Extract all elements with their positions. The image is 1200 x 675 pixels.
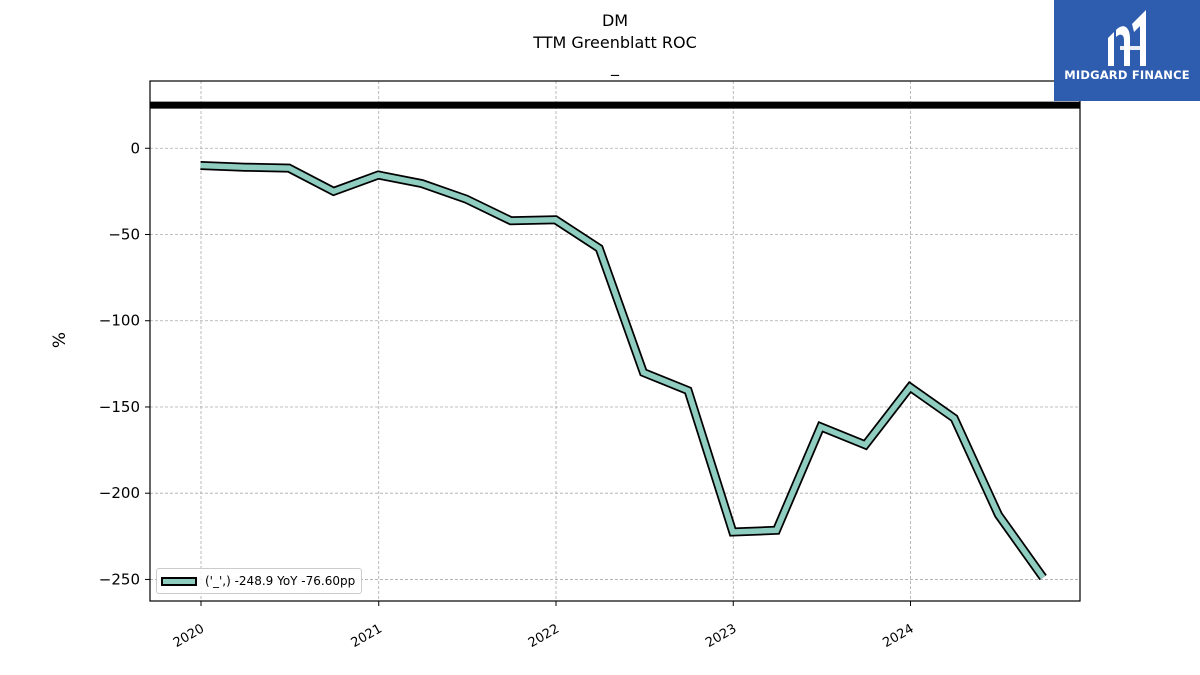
- y-tick-label: −150: [99, 398, 140, 416]
- x-tick-label: 2023: [703, 621, 739, 651]
- plot-frame: [149, 80, 1081, 602]
- y-axis-label: %: [50, 331, 71, 349]
- logo-text: MIDGARD FINANCE: [1064, 68, 1190, 82]
- series-line: [200, 162, 1046, 580]
- series-line-outline: [200, 161, 1047, 581]
- chart-title: DM: [601, 11, 629, 30]
- chart-subtitle-2: _: [611, 57, 619, 76]
- y-tick-label: −50: [108, 225, 140, 243]
- x-axis: 2020 2021 2022 2023 2024: [171, 601, 917, 651]
- legend-swatch: [161, 576, 197, 586]
- midgard-logo-icon: [1108, 10, 1146, 66]
- y-tick-label: −200: [99, 484, 140, 502]
- logo: MIDGARD FINANCE: [1054, 0, 1200, 101]
- chart-subtitle: TTM Greenblatt ROC: [533, 33, 697, 52]
- x-tick-label: 2020: [171, 621, 207, 651]
- y-tick-label: −250: [99, 570, 140, 588]
- y-tick-label: 0: [130, 139, 140, 157]
- grid-lines: [150, 81, 1080, 601]
- y-tick-label: −100: [99, 312, 140, 330]
- legend: ('_',) -248.9 YoY -76.60pp: [156, 568, 363, 594]
- x-tick-label: 2022: [526, 621, 562, 651]
- x-tick-label: 2021: [349, 621, 385, 651]
- x-tick-label: 2024: [880, 621, 916, 651]
- y-axis: 0 −50 −100 −150 −200 −250: [99, 139, 150, 588]
- legend-label: ('_',) -248.9 YoY -76.60pp: [205, 574, 356, 588]
- series-line-group: [200, 161, 1047, 581]
